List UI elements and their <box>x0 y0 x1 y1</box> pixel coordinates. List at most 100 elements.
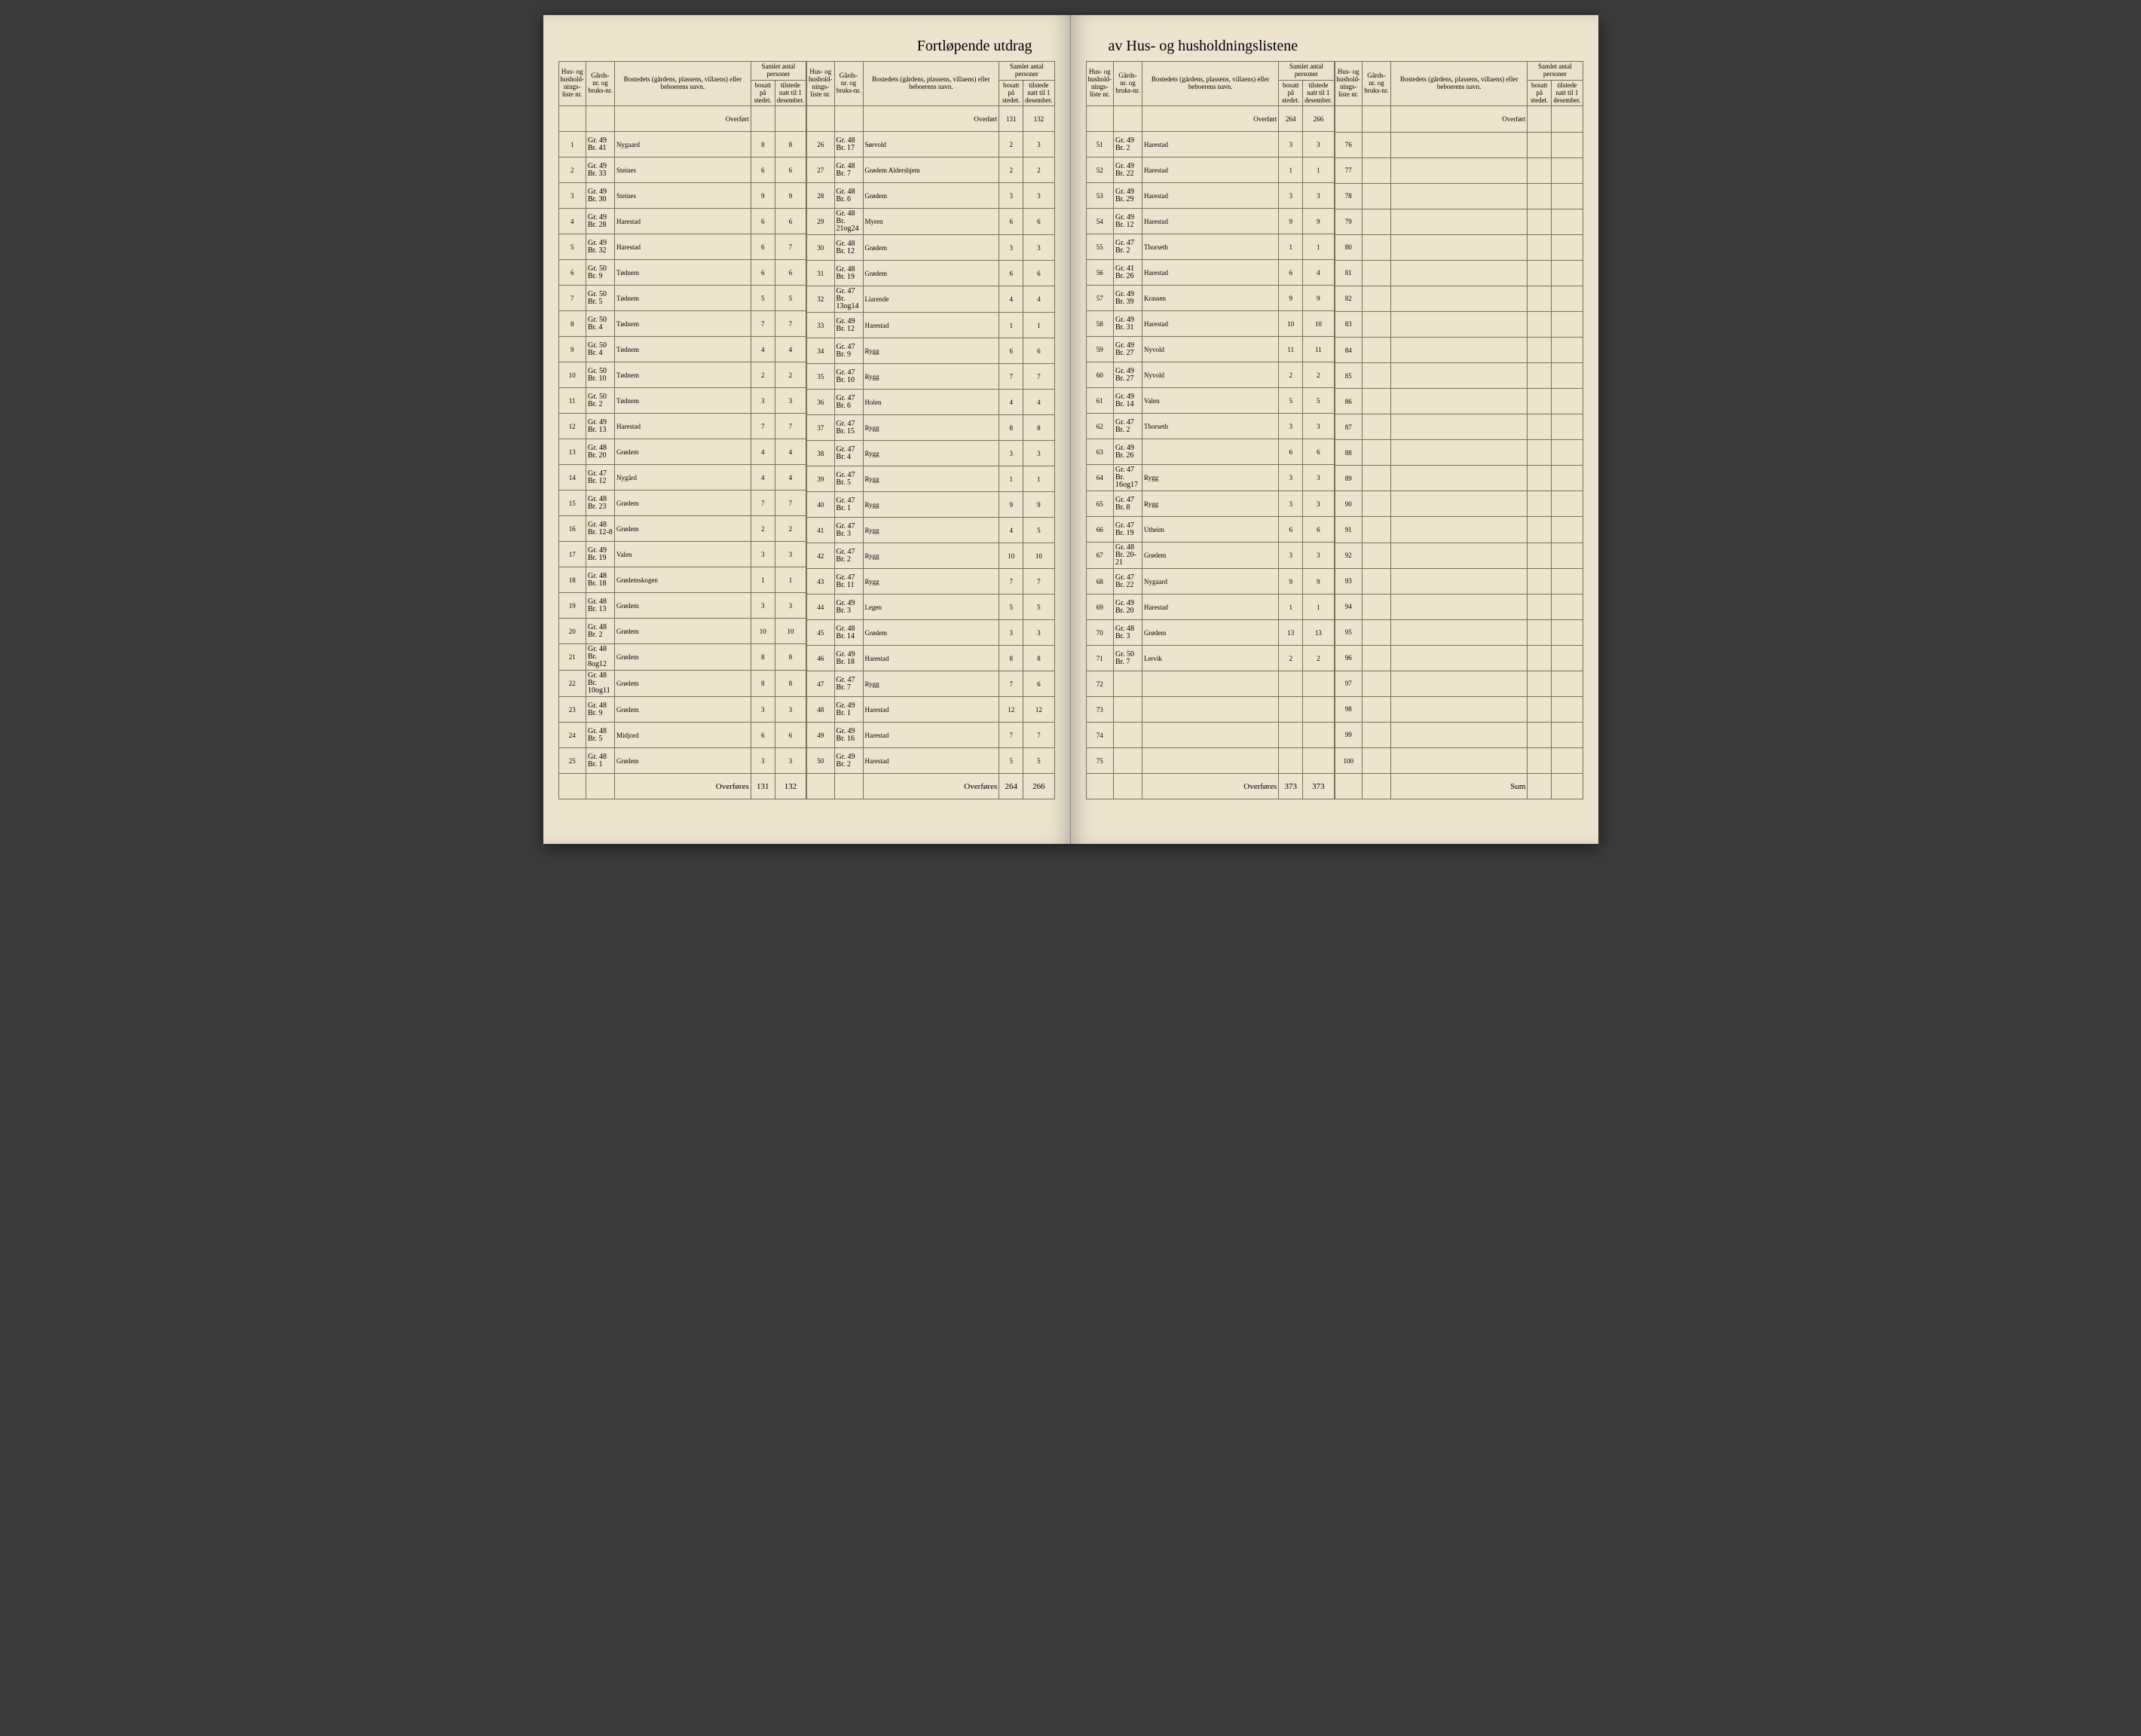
row-bosatt <box>1528 722 1552 747</box>
row-name: Harestad <box>863 723 999 748</box>
footer-label: Overføres <box>615 774 751 799</box>
row-gnr: Gr. 49 Br. 29 <box>1114 183 1142 209</box>
row-name <box>1391 234 1528 260</box>
table-row: 21 Gr. 48 Br. 8og12 Grødem 8 8 <box>558 644 806 671</box>
row-tilstede: 10 <box>775 619 806 644</box>
row-bosatt: 11 <box>1279 337 1303 362</box>
th-samlet: Samlet antal personer <box>751 62 806 81</box>
row-tilstede: 8 <box>1023 646 1054 671</box>
table-row: 31 Gr. 48 Br. 19 Grødem 6 6 <box>807 261 1055 286</box>
row-gnr: Gr. 47 Br. 10 <box>834 364 863 390</box>
row-tilstede: 10 <box>1023 543 1054 569</box>
row-bosatt: 7 <box>999 364 1023 390</box>
row-tilstede: 9 <box>1303 209 1334 234</box>
row-gnr <box>1363 671 1391 696</box>
row-nr: 21 <box>558 644 586 671</box>
row-bosatt <box>1528 542 1552 568</box>
row-tilstede <box>1552 542 1583 568</box>
row-nr: 37 <box>807 415 835 441</box>
row-name: Nygaard <box>1142 569 1279 594</box>
row-gnr <box>1363 234 1391 260</box>
row-name: Grødem <box>615 593 751 619</box>
row-gnr: Gr. 50 Br. 4 <box>586 311 615 337</box>
table-col3: Hus- og hushold-nings-liste nr. Gårds-nr… <box>1086 61 1335 799</box>
table-row: 4 Gr. 49 Br. 28 Harestad 6 6 <box>558 209 806 234</box>
row-bosatt: 6 <box>999 261 1023 286</box>
row-gnr: Gr. 47 Br. 1 <box>834 492 863 518</box>
table-row: 30 Gr. 48 Br. 12 Grødem 3 3 <box>807 235 1055 261</box>
overfort-label: Overført <box>1142 106 1279 132</box>
table-row: 94 <box>1335 594 1583 619</box>
row-tilstede <box>1552 363 1583 389</box>
row-gnr: Gr. 48 Br. 12-8 <box>586 516 615 542</box>
row-nr: 48 <box>807 697 835 723</box>
table-row: 79 <box>1335 209 1583 234</box>
row-nr: 59 <box>1086 337 1114 362</box>
row-bosatt: 7 <box>751 311 775 337</box>
footer-bosatt: 264 <box>999 774 1023 799</box>
row-gnr: Gr. 49 Br. 16 <box>834 723 863 748</box>
row-gnr: Gr. 41 Br. 26 <box>1114 260 1142 286</box>
row-tilstede: 7 <box>775 491 806 516</box>
row-tilstede: 5 <box>775 286 806 311</box>
table-row: 19 Gr. 48 Br. 13 Grødem 3 3 <box>558 593 806 619</box>
row-nr: 99 <box>1335 722 1363 747</box>
row-nr: 44 <box>807 594 835 620</box>
row-gnr: Gr. 48 Br. 9 <box>586 697 615 723</box>
row-tilstede: 7 <box>1023 364 1054 390</box>
table-row: 88 <box>1335 440 1583 466</box>
row-tilstede: 9 <box>1303 569 1334 594</box>
row-name <box>1142 697 1279 723</box>
table-row: 60 Gr. 49 Br. 27 Nyvold 2 2 <box>1086 362 1334 388</box>
row-tilstede: 9 <box>1303 286 1334 311</box>
row-name <box>1391 542 1528 568</box>
row-bosatt: 7 <box>999 723 1023 748</box>
table-row: 95 <box>1335 619 1583 645</box>
row-nr: 14 <box>558 465 586 491</box>
row-bosatt <box>1528 568 1552 594</box>
row-nr: 51 <box>1086 132 1114 157</box>
row-tilstede: 1 <box>1303 594 1334 620</box>
row-gnr: Gr. 48 Br. 20 <box>586 439 615 465</box>
overfort-tilstede <box>775 106 806 132</box>
row-gnr: Gr. 48 Br. 7 <box>834 157 863 183</box>
row-tilstede <box>1552 696 1583 722</box>
row-name <box>1142 723 1279 748</box>
th-bosatt: bosatt på stedet. <box>1279 80 1303 106</box>
row-nr: 68 <box>1086 569 1114 594</box>
row-tilstede: 6 <box>1023 261 1054 286</box>
row-nr: 12 <box>558 414 586 439</box>
row-tilstede: 8 <box>775 644 806 671</box>
row-tilstede: 6 <box>775 209 806 234</box>
row-gnr: Gr. 48 Br. 5 <box>586 723 615 748</box>
row-tilstede: 8 <box>1023 415 1054 441</box>
row-nr: 63 <box>1086 439 1114 465</box>
row-tilstede: 3 <box>1023 183 1054 209</box>
row-nr: 79 <box>1335 209 1363 234</box>
row-nr: 85 <box>1335 363 1363 389</box>
row-gnr <box>1363 517 1391 542</box>
row-name: Harestad <box>615 209 751 234</box>
row-name: Harestad <box>1142 260 1279 286</box>
row-nr: 96 <box>1335 645 1363 671</box>
row-name <box>1391 748 1528 774</box>
row-gnr: Gr. 48 Br. 10og11 <box>586 671 615 697</box>
row-bosatt: 3 <box>1279 132 1303 157</box>
row-tilstede: 7 <box>775 234 806 260</box>
row-name <box>1391 286 1528 311</box>
row-bosatt: 6 <box>751 234 775 260</box>
row-tilstede: 3 <box>775 748 806 774</box>
table-row: 64 Gr. 47 Br. 16og17 Rygg 3 3 <box>1086 465 1334 491</box>
table-row: 56 Gr. 41 Br. 26 Harestad 6 4 <box>1086 260 1334 286</box>
row-tilstede <box>1552 517 1583 542</box>
row-nr: 87 <box>1335 414 1363 440</box>
row-gnr: Gr. 47 Br. 6 <box>834 390 863 415</box>
table-row: 74 <box>1086 723 1334 748</box>
row-bosatt: 4 <box>751 465 775 491</box>
row-name: Nygaard <box>615 132 751 157</box>
table-row: 54 Gr. 49 Br. 12 Harestad 9 9 <box>1086 209 1334 234</box>
row-gnr: Gr. 48 Br. 1 <box>586 748 615 774</box>
row-name: Grødem <box>863 261 999 286</box>
footer-label: Overføres <box>1142 774 1279 799</box>
row-gnr: Gr. 50 Br. 9 <box>586 260 615 286</box>
